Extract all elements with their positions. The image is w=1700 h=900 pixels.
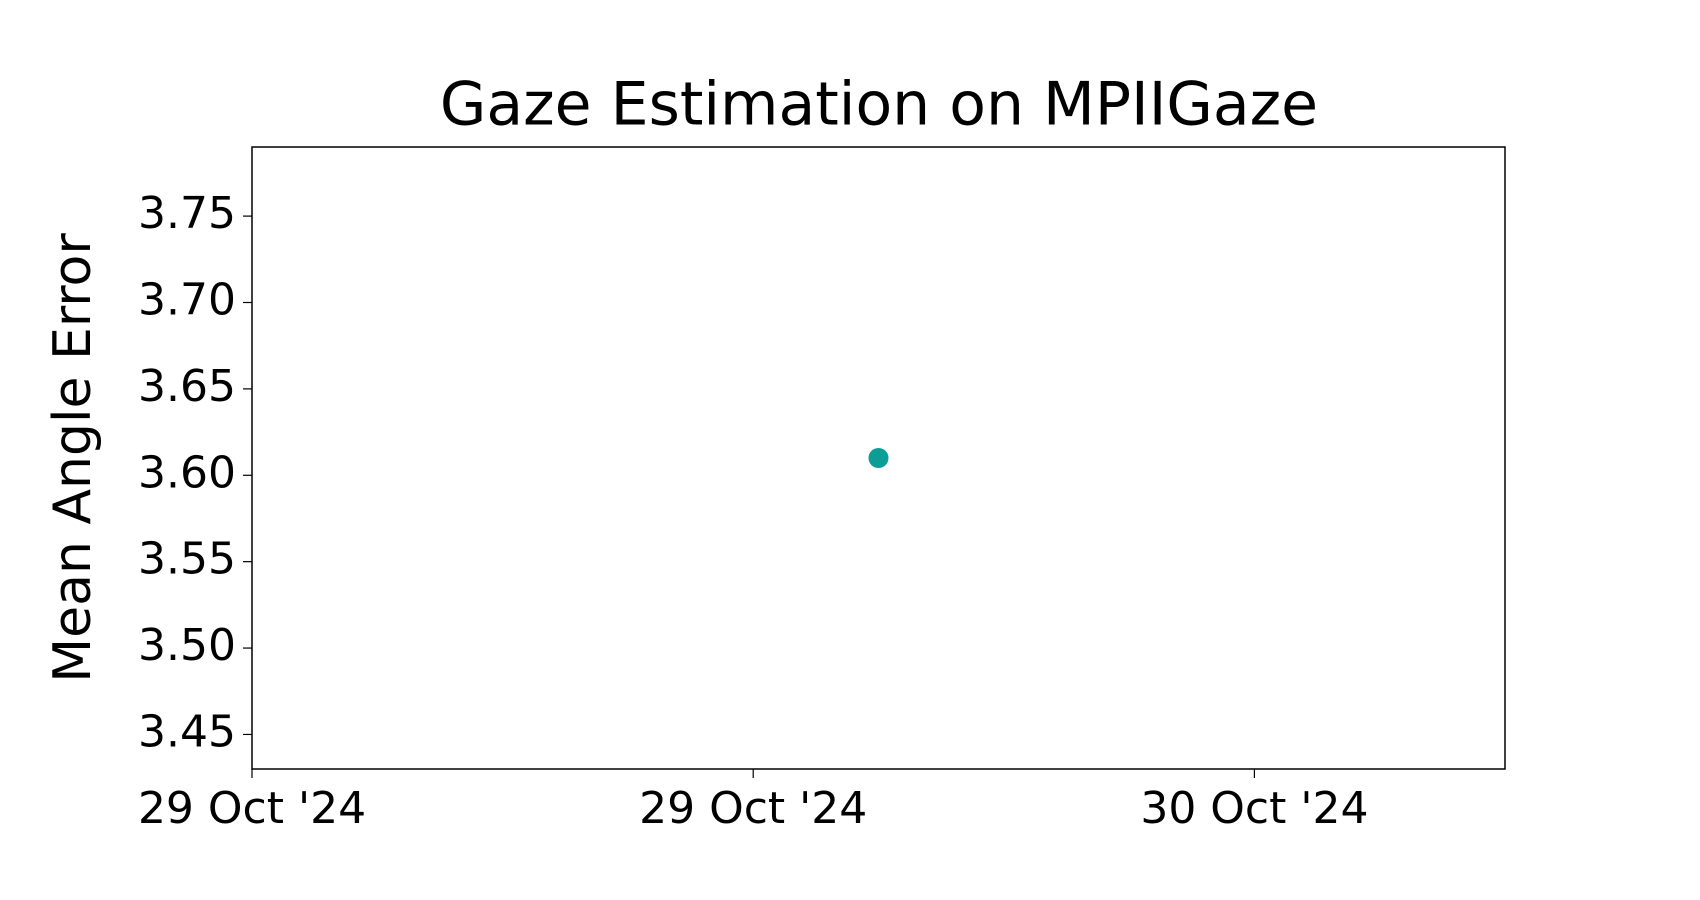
y-axis-label: Mean Angle Error: [43, 233, 103, 683]
plot-frame: [251, 146, 1506, 770]
y-tick-label: 3.65: [138, 361, 236, 412]
x-tick-label: 29 Oct '24: [138, 783, 366, 834]
x-tick-label: 29 Oct '24: [639, 783, 867, 834]
chart-title: Gaze Estimation on MPIIGaze: [440, 70, 1318, 140]
y-tick-label: 3.60: [138, 447, 236, 498]
y-tick-label: 3.50: [138, 620, 236, 671]
y-tick-label: 3.45: [138, 706, 236, 757]
y-tick-label: 3.55: [138, 534, 236, 585]
data-point: [868, 448, 889, 468]
y-tick-label: 3.70: [138, 275, 236, 326]
y-tick-label: 3.75: [138, 188, 236, 239]
x-tick-label: 30 Oct '24: [1140, 783, 1368, 834]
